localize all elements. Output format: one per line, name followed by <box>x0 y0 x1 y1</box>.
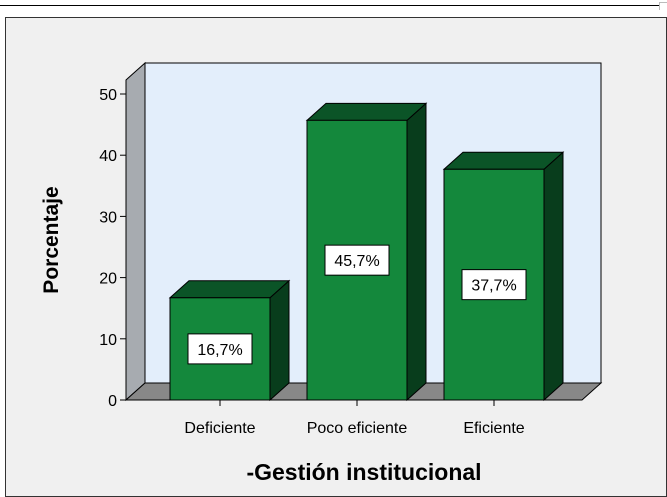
x-tick-label: Eficiente <box>463 420 524 437</box>
y-tick-label: 20 <box>99 271 117 288</box>
bar-chart: 0 10 20 30 40 50 16,7% 45,7% 37,7% Deficiente Po… <box>40 61 603 485</box>
y-tick-label: 50 <box>99 87 117 104</box>
data-label: 16,7% <box>197 342 242 359</box>
bar-side-face <box>543 151 564 402</box>
bar-side-face <box>269 279 290 402</box>
x-tick-label: Poco eficiente <box>307 420 408 437</box>
bar-top-face <box>168 280 291 299</box>
y-axis: 0 10 20 30 40 50 <box>99 80 127 410</box>
chart-frame: 0 10 20 30 40 50 16,7% 45,7% 37,7% Deficiente Po… <box>5 17 667 497</box>
data-label: 45,7% <box>334 253 379 270</box>
y-tick-label: 0 <box>108 393 117 410</box>
y-tick-label: 10 <box>99 332 117 349</box>
bar: 37,7% <box>442 151 565 402</box>
plot-left-wall <box>125 61 146 402</box>
top-border-line <box>0 5 660 6</box>
bars: 16,7% 45,7% 37,7% <box>168 102 565 402</box>
y-axis-title: Porcentaje <box>40 186 63 293</box>
data-label: 37,7% <box>471 278 516 295</box>
x-axis: Deficiente Poco eficiente Eficiente <box>184 400 525 437</box>
y-tick-label: 40 <box>99 148 117 165</box>
data-label-box <box>461 269 527 301</box>
x-axis-title: -Gestión institucional <box>246 459 481 485</box>
bar: 16,7% <box>168 279 291 402</box>
data-label-box <box>324 244 390 276</box>
y-tick-label: 30 <box>99 209 117 226</box>
bar-top-face <box>442 151 565 170</box>
corner-mark <box>659 2 667 10</box>
bar: 45,7% <box>305 102 428 402</box>
bar-top-face <box>305 102 428 121</box>
bar-side-face <box>406 102 427 402</box>
x-tick-label: Deficiente <box>184 420 255 437</box>
data-label-box <box>187 333 253 365</box>
